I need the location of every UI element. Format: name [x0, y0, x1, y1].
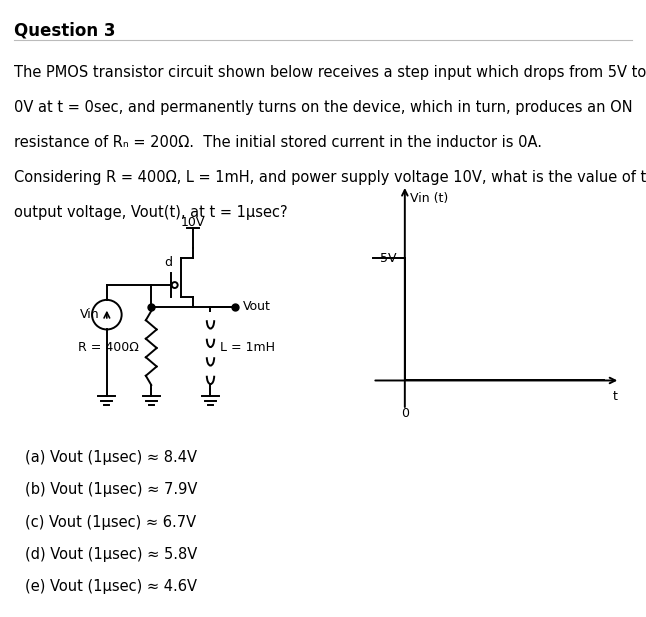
Text: 0: 0: [401, 407, 409, 420]
Text: 0V at t = 0sec, and permanently turns on the device, which in turn, produces an : 0V at t = 0sec, and permanently turns on…: [14, 100, 633, 115]
Text: Vin (t): Vin (t): [410, 193, 448, 205]
Text: (e) Vout (1μsec) ≈ 4.6V: (e) Vout (1μsec) ≈ 4.6V: [25, 579, 196, 594]
Text: resistance of Rₙ = 200Ω.  The initial stored current in the inductor is 0A.: resistance of Rₙ = 200Ω. The initial sto…: [14, 135, 542, 150]
Text: L = 1mH: L = 1mH: [220, 341, 275, 355]
Text: (b) Vout (1μsec) ≈ 7.9V: (b) Vout (1μsec) ≈ 7.9V: [25, 482, 197, 497]
Text: Question 3: Question 3: [14, 22, 116, 39]
Text: (c) Vout (1μsec) ≈ 6.7V: (c) Vout (1μsec) ≈ 6.7V: [25, 515, 196, 529]
Text: 10V: 10V: [181, 216, 205, 229]
Text: d: d: [165, 256, 172, 269]
Text: (d) Vout (1μsec) ≈ 5.8V: (d) Vout (1μsec) ≈ 5.8V: [25, 547, 197, 561]
Text: The PMOS transistor circuit shown below receives a step input which drops from 5: The PMOS transistor circuit shown below …: [14, 65, 646, 80]
Text: Vin: Vin: [79, 308, 99, 321]
Text: Vout: Vout: [243, 299, 271, 313]
Text: 5V: 5V: [380, 252, 397, 265]
Text: R = 400Ω: R = 400Ω: [78, 341, 139, 355]
Text: output voltage, Vout(t), at t = 1μsec?: output voltage, Vout(t), at t = 1μsec?: [14, 205, 288, 220]
Text: t: t: [612, 391, 617, 404]
Text: (a) Vout (1μsec) ≈ 8.4V: (a) Vout (1μsec) ≈ 8.4V: [25, 450, 196, 465]
Text: Considering R = 400Ω, L = 1mH, and power supply voltage 10V, what is the value o: Considering R = 400Ω, L = 1mH, and power…: [14, 170, 646, 185]
